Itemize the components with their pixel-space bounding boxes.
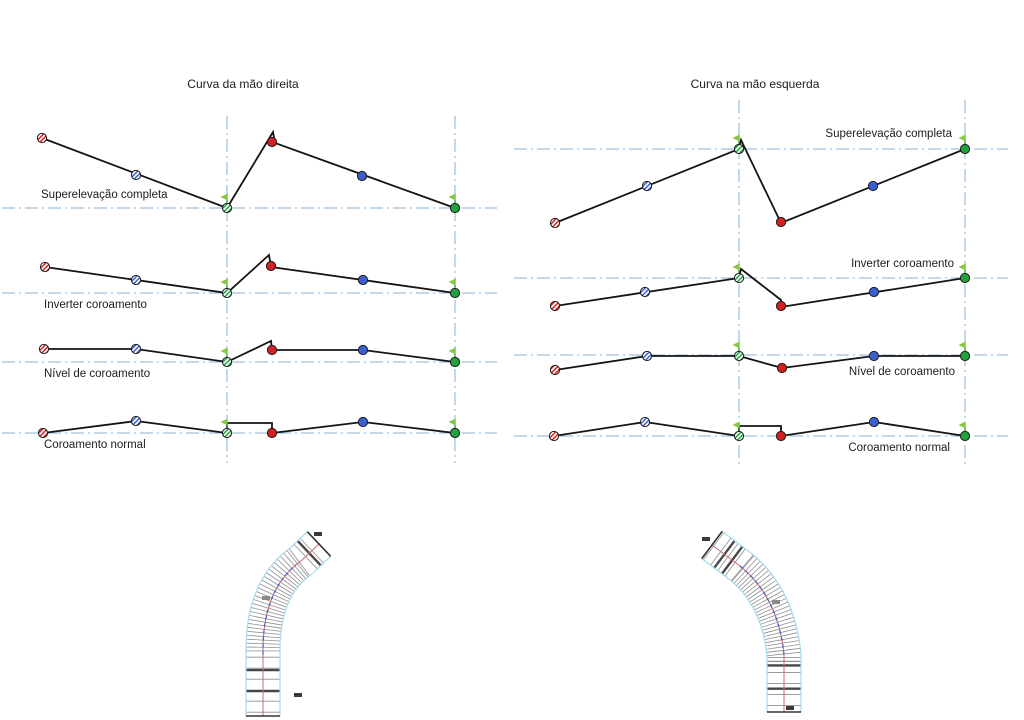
title-right-hand-curve: Curva da mão direita [187, 77, 299, 91]
superelevation-profile-line [553, 421, 966, 438]
superelevation-profile-line [554, 137, 966, 225]
marker-green-hatched [733, 430, 745, 442]
marker-green-solid [449, 202, 461, 214]
road-curve-line [262, 564, 297, 655]
marker-red-solid [775, 430, 787, 442]
marker-red-solid [266, 427, 278, 439]
profile-row [549, 263, 971, 312]
station-label-mark [314, 532, 322, 536]
marker-green-solid [449, 427, 461, 439]
label-level-crown-left: Nível de coroamento [44, 368, 151, 380]
station-label-mark [772, 600, 780, 604]
station-label-mark [702, 537, 710, 541]
marker-blue-hatched [130, 274, 142, 286]
superelevation-profile-line [554, 267, 966, 309]
marker-blue-solid [868, 286, 880, 298]
marker-red-hatched [36, 132, 48, 144]
marker-green-solid [959, 272, 971, 284]
profile-row [549, 134, 971, 229]
marker-red-solid [776, 362, 788, 374]
marker-blue-hatched [130, 169, 142, 181]
marker-green-hatched [221, 356, 233, 368]
road-plan-right [701, 530, 802, 713]
road-curve-line [739, 565, 785, 655]
label-normal-crown-right: Coroamento normal [848, 442, 950, 454]
road-edge [701, 558, 768, 712]
marker-green-hatched [733, 143, 745, 155]
road-end-cap [701, 530, 723, 560]
road-centerline [711, 544, 785, 712]
marker-blue-solid [356, 170, 368, 182]
road-end-cap [306, 531, 332, 557]
marker-green-solid [959, 350, 971, 362]
profile-row [37, 415, 461, 439]
label-full-superelevation-right: Superelevação completa [825, 128, 952, 140]
marker-blue-hatched [641, 350, 653, 362]
label-reverse-crown-left: Inverter coroamento [44, 299, 147, 311]
label-normal-crown-left: Coroamento normal [44, 439, 146, 451]
profile-row [39, 253, 461, 299]
marker-green-solid [959, 430, 971, 442]
marker-blue-solid [357, 344, 369, 356]
marker-red-solid [775, 300, 787, 312]
superelevation-profile-line [41, 129, 456, 210]
marker-red-hatched [37, 427, 49, 439]
profile-row [36, 129, 461, 214]
marker-blue-solid [868, 350, 880, 362]
marker-red-hatched [549, 364, 561, 376]
superelevation-profile-line [554, 355, 965, 371]
marker-green-hatched [733, 272, 745, 284]
marker-red-hatched [549, 217, 561, 229]
marker-green-solid [449, 287, 461, 299]
marker-red-solid [266, 344, 278, 356]
marker-blue-solid [868, 416, 880, 428]
profile-row [38, 339, 461, 368]
road-plan-left [245, 531, 332, 717]
superelevation-profile-line [42, 420, 456, 435]
marker-blue-solid [867, 180, 879, 192]
marker-green-solid [959, 143, 971, 155]
marker-blue-hatched [639, 286, 651, 298]
road-edge [245, 531, 308, 716]
marker-green-hatched [221, 202, 233, 214]
panel-right-hand-curve [2, 116, 497, 463]
marker-red-hatched [548, 430, 560, 442]
superelevation-profile-line [44, 339, 456, 363]
profile-row [548, 416, 971, 442]
road-edge [279, 555, 332, 716]
title-left-hand-curve: Curva na mão esquerda [690, 77, 820, 91]
profile-row [549, 341, 971, 376]
station-label-mark [262, 596, 270, 600]
label-reverse-crown-right: Inverter coroamento [851, 258, 954, 270]
marker-red-solid [775, 216, 787, 228]
marker-blue-hatched [130, 415, 142, 427]
marker-red-solid [266, 136, 278, 148]
marker-red-hatched [39, 261, 51, 273]
superelevation-profile-line [44, 253, 456, 294]
panel-left-hand-curve [514, 100, 1008, 467]
marker-red-solid [265, 260, 277, 272]
label-level-crown-right: Nível de coroamento [848, 366, 955, 378]
marker-blue-hatched [130, 343, 142, 355]
marker-red-hatched [549, 300, 561, 312]
marker-red-hatched [38, 343, 50, 355]
marker-blue-hatched [641, 180, 653, 192]
road-centerline [262, 543, 320, 716]
marker-green-hatched [221, 287, 233, 299]
marker-green-solid [449, 356, 461, 368]
station-label-mark [294, 693, 302, 697]
marker-green-hatched [221, 427, 233, 439]
station-label-mark [786, 706, 794, 710]
marker-blue-hatched [639, 416, 651, 428]
road-edge [721, 530, 802, 712]
marker-green-hatched [733, 350, 745, 362]
marker-blue-solid [357, 274, 369, 286]
marker-blue-solid [357, 416, 369, 428]
label-full-superelevation-left: Superelevação completa [41, 189, 168, 201]
